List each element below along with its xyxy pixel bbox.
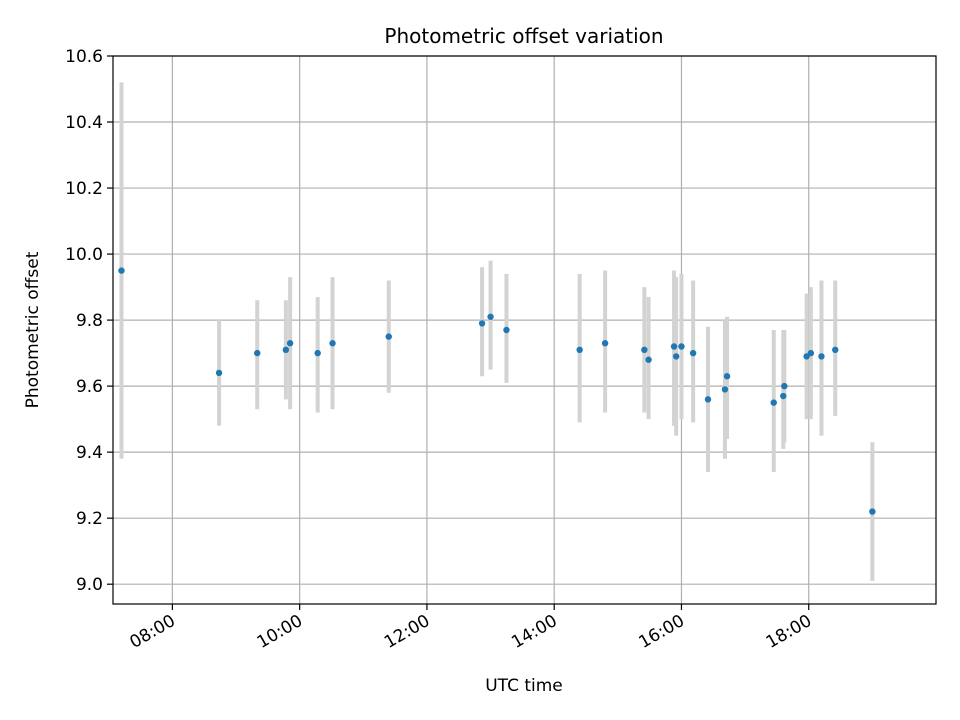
plot-frame [112,55,937,605]
data-point [678,343,685,350]
data-points [118,267,876,515]
data-point [601,340,609,347]
x-axis-label: UTC time [485,676,563,696]
data-point [832,346,839,354]
data-point [780,392,787,400]
data-point [503,326,510,334]
y-tick-label: 10.0 [65,245,103,265]
y-tick-label: 10.6 [65,47,103,67]
data-point [704,396,712,403]
y-tick-label: 9.4 [76,443,103,463]
y-tick-label: 10.2 [65,179,103,199]
data-point [781,382,788,390]
data-point [818,353,825,360]
y-tick-label: 10.4 [65,113,103,133]
data-point [670,343,678,350]
data-point [487,313,494,320]
data-point [329,340,336,347]
data-point [645,356,652,363]
y-axis-label: Photometric offset [23,251,43,408]
data-point [641,346,648,354]
data-point [689,349,697,357]
data-point [314,349,321,357]
data-point [723,373,731,380]
data-point [282,346,290,354]
y-tick-label: 9.0 [76,575,103,595]
data-point [254,349,261,357]
y-tick-label: 9.8 [76,311,103,331]
y-axis-ticks: 9.0 9.2 9.4 9.6 9.8 10.0 10.2 10.4 10.6 [65,47,113,595]
data-point [869,508,876,515]
data-point [215,369,223,377]
data-point [807,349,815,357]
chart-title: Photometric offset variation [384,24,663,48]
data-point [770,399,777,406]
y-tick-label: 9.2 [76,509,103,529]
y-tick-label: 9.6 [76,377,103,397]
data-point [385,333,392,340]
data-point [478,320,486,327]
data-point [672,353,680,360]
data-point [721,386,729,393]
data-point [118,267,125,274]
data-point [576,346,583,354]
data-point [286,340,294,347]
